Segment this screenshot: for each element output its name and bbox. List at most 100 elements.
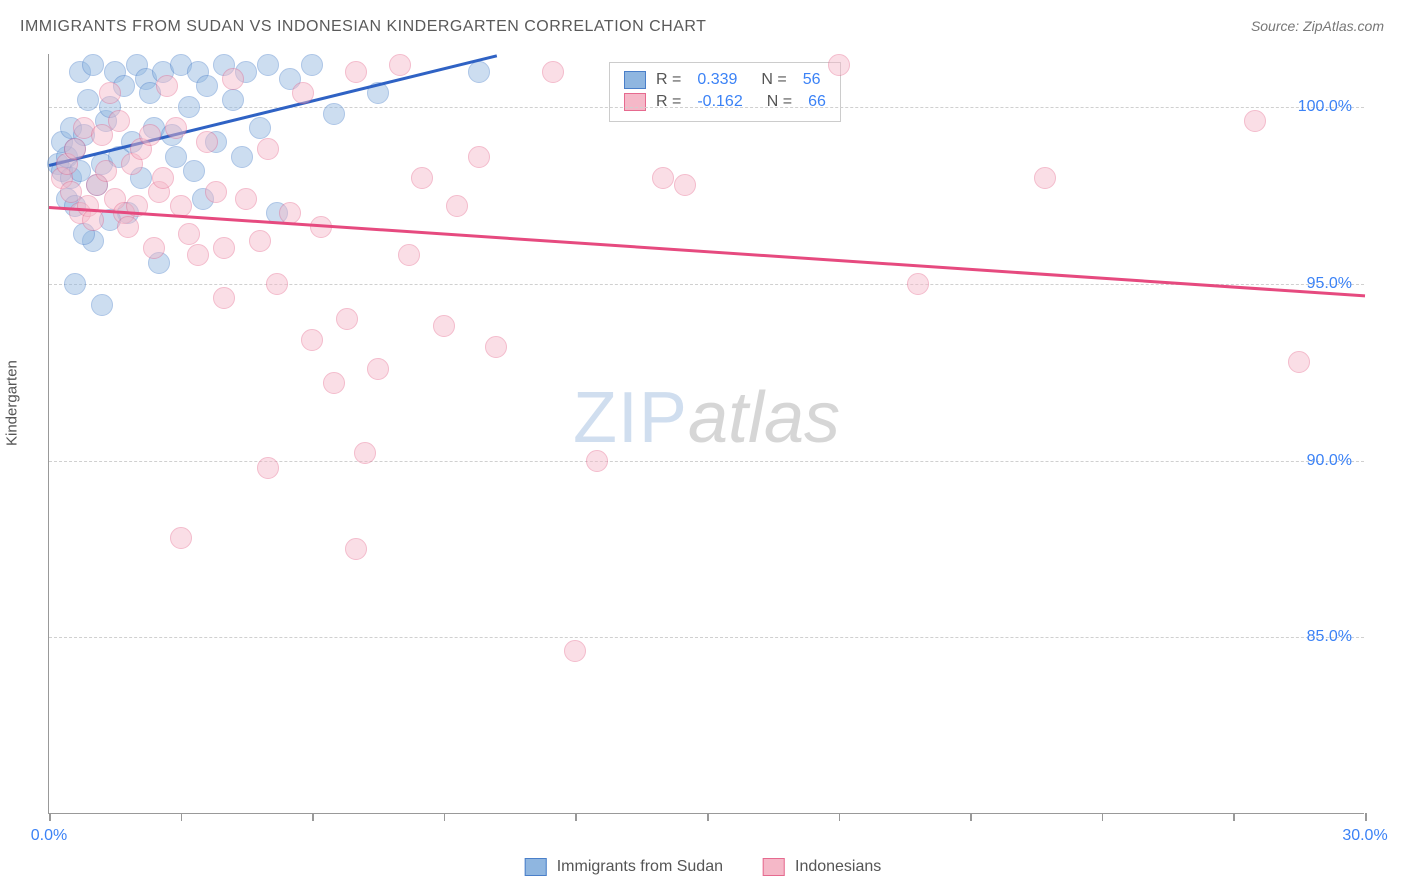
y-tick-label: 90.0% [1307,452,1358,470]
data-point-indonesians [542,61,564,83]
data-point-indonesians [152,167,174,189]
swatch-sudan [525,858,547,876]
data-point-indonesians [139,124,161,146]
data-point-indonesians [143,237,165,259]
data-point-indonesians [222,68,244,90]
data-point-indonesians [187,244,209,266]
x-tick [575,813,577,821]
gridline [49,637,1364,638]
x-tick [181,813,183,821]
watermark-part1: ZIP [573,378,688,458]
x-tick [970,813,972,821]
r-value-sudan: 0.339 [697,71,737,89]
data-point-indonesians [257,138,279,160]
data-point-indonesians [398,244,420,266]
data-point-indonesians [367,358,389,380]
data-point-indonesians [178,223,200,245]
scatter-plot-area: ZIPatlas R = 0.339 N = 56 R = -0.162 N =… [48,54,1364,814]
n-label: N = [761,71,786,89]
y-tick-label: 100.0% [1298,98,1358,116]
data-point-indonesians [257,457,279,479]
data-point-sudan [183,160,205,182]
swatch-indonesians [763,858,785,876]
data-point-indonesians [205,181,227,203]
data-point-indonesians [213,287,235,309]
x-tick [1233,813,1235,821]
gridline [49,107,1364,108]
x-tick [1102,813,1104,821]
data-point-indonesians [165,117,187,139]
data-point-sudan [91,294,113,316]
legend-item-indonesians: Indonesians [763,858,881,876]
r-label: R = [656,71,681,89]
data-point-sudan [196,75,218,97]
swatch-sudan [624,71,646,89]
data-point-indonesians [1288,351,1310,373]
r-label: R = [656,93,681,111]
x-tick [312,813,314,821]
legend-row-indonesians: R = -0.162 N = 66 [624,91,826,113]
series-label-indonesians: Indonesians [795,858,881,876]
data-point-sudan [82,54,104,76]
data-point-sudan [231,146,253,168]
r-value-indonesians: -0.162 [697,93,742,111]
data-point-sudan [468,61,490,83]
x-tick [444,813,446,821]
data-point-indonesians [411,167,433,189]
data-point-indonesians [292,82,314,104]
x-tick-label: 0.0% [31,827,67,845]
chart-title: IMMIGRANTS FROM SUDAN VS INDONESIAN KIND… [20,18,706,36]
data-point-indonesians [249,230,271,252]
data-point-indonesians [235,188,257,210]
data-point-indonesians [323,372,345,394]
data-point-indonesians [389,54,411,76]
watermark-part2: atlas [688,378,840,458]
data-point-indonesians [82,209,104,231]
x-tick-label: 30.0% [1342,827,1387,845]
data-point-indonesians [564,640,586,662]
data-point-indonesians [301,329,323,351]
y-tick-label: 85.0% [1307,628,1358,646]
data-point-indonesians [345,61,367,83]
data-point-indonesians [99,82,121,104]
data-point-indonesians [907,273,929,295]
data-point-indonesians [433,315,455,337]
data-point-indonesians [828,54,850,76]
gridline [49,461,1364,462]
x-tick [1365,813,1367,821]
data-point-indonesians [345,538,367,560]
data-point-sudan [323,103,345,125]
data-point-indonesians [1034,167,1056,189]
gridline [49,284,1364,285]
data-point-sudan [257,54,279,76]
data-point-indonesians [108,110,130,132]
x-tick [839,813,841,821]
x-tick [707,813,709,821]
correlation-legend: R = 0.339 N = 56 R = -0.162 N = 66 [609,62,841,122]
series-label-sudan: Immigrants from Sudan [557,858,723,876]
legend-row-sudan: R = 0.339 N = 56 [624,69,826,91]
data-point-indonesians [485,336,507,358]
n-value-sudan: 56 [803,71,821,89]
source-attribution: Source: ZipAtlas.com [1251,18,1384,34]
legend-item-sudan: Immigrants from Sudan [525,858,723,876]
data-point-indonesians [1244,110,1266,132]
data-point-indonesians [354,442,376,464]
data-point-indonesians [170,527,192,549]
data-point-indonesians [652,167,674,189]
series-legend: Immigrants from Sudan Indonesians [525,858,882,876]
data-point-sudan [222,89,244,111]
data-point-sudan [178,96,200,118]
watermark: ZIPatlas [573,377,840,459]
n-value-indonesians: 66 [808,93,826,111]
data-point-indonesians [95,160,117,182]
data-point-indonesians [336,308,358,330]
data-point-sudan [64,273,86,295]
data-point-indonesians [213,237,235,259]
data-point-indonesians [674,174,696,196]
data-point-indonesians [64,138,86,160]
data-point-indonesians [266,273,288,295]
data-point-indonesians [586,450,608,472]
data-point-indonesians [156,75,178,97]
data-point-sudan [77,89,99,111]
